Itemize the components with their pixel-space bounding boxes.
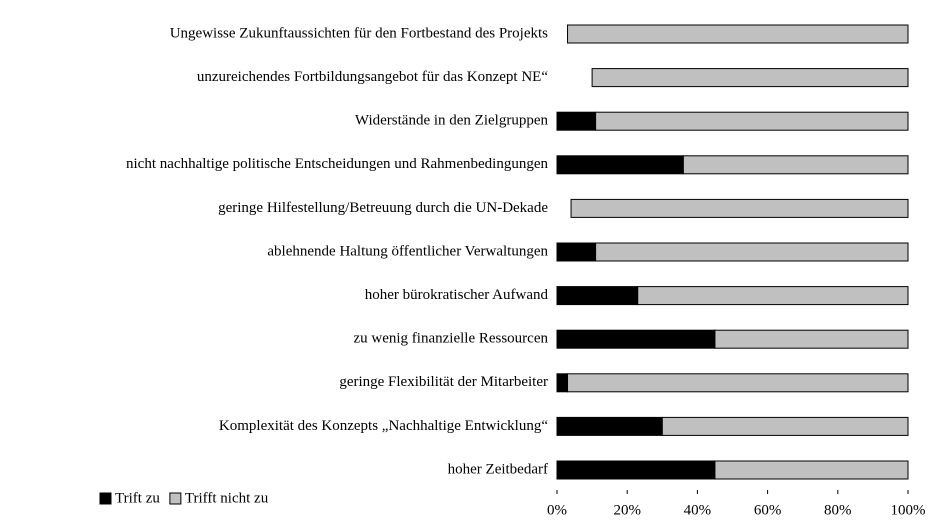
- x-tick-label: 40%: [684, 502, 712, 518]
- legend-label: Trifft nicht zu: [185, 490, 269, 506]
- category-label: zu wenig finanzielle Ressourcen: [353, 331, 548, 347]
- bar-segment: [570, 198, 909, 218]
- bar-segment: [556, 286, 639, 306]
- x-tick-label: 80%: [824, 502, 852, 518]
- bar-segment: [567, 373, 909, 393]
- category-label: Ungewisse Zukunftaussichten für den Fort…: [170, 25, 548, 41]
- bar-segment: [714, 329, 909, 349]
- bar-segment: [595, 111, 909, 131]
- category-label: geringe Flexibilität der Mitarbeiter: [339, 374, 548, 390]
- bar-segment: [557, 199, 571, 217]
- category-label: nicht nachhaltige politische Entscheidun…: [126, 156, 548, 172]
- bar-segment: [661, 416, 909, 436]
- bar-segment: [637, 286, 909, 306]
- category-label: Widerstände in den Zielgruppen: [355, 113, 549, 129]
- bar-segment: [591, 68, 909, 88]
- bar-segment: [556, 329, 716, 349]
- x-tick-label: 60%: [754, 502, 782, 518]
- bar-segment: [556, 155, 684, 175]
- bar-segment: [557, 25, 568, 43]
- x-tick-label: 100%: [891, 502, 926, 518]
- x-tick-label: 0%: [547, 502, 567, 518]
- category-label: geringe Hilfestellung/Betreuung durch di…: [218, 200, 548, 216]
- bar-segment: [556, 111, 597, 131]
- bar-segment: [556, 373, 569, 393]
- bar-segment: [595, 242, 909, 262]
- category-label: ablehnende Haltung öffentlicher Verwaltu…: [267, 243, 548, 259]
- x-tick-label: 20%: [613, 502, 641, 518]
- bar-segment: [567, 24, 909, 44]
- bar-segment: [556, 460, 716, 480]
- legend-label: Trift zu: [115, 490, 160, 506]
- category-label: hoher Zeitbedarf: [448, 461, 548, 477]
- bar-segment: [682, 155, 909, 175]
- category-label: Komplexität des Konzepts „Nachhaltige En…: [219, 418, 548, 434]
- bar-segment: [714, 460, 909, 480]
- legend-swatch: [169, 492, 182, 505]
- bar-segment: [556, 242, 597, 262]
- category-label: hoher bürokratischer Aufwand: [365, 287, 549, 303]
- bar-segment: [556, 416, 663, 436]
- legend-swatch: [99, 492, 112, 505]
- bar-segment: [557, 69, 592, 87]
- category-label: unzureichendes Fortbildungsangebot für d…: [197, 69, 548, 85]
